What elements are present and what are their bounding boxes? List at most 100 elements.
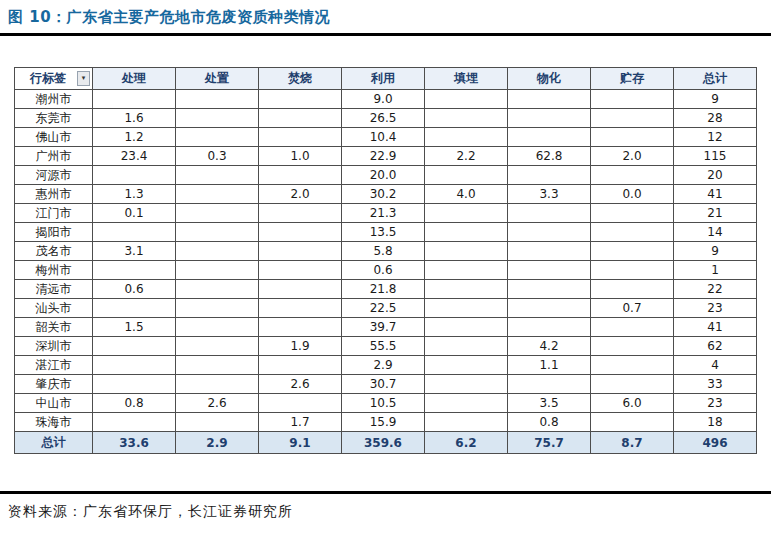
cell: 1.0 — [259, 147, 342, 166]
cell — [425, 223, 508, 242]
cell: 21 — [674, 204, 757, 223]
cell — [425, 337, 508, 356]
cell: 1.3 — [93, 185, 176, 204]
table-row: 深圳市1.955.54.262 — [15, 337, 757, 356]
cell: 0.3 — [176, 147, 259, 166]
table-row: 梅州市0.61 — [15, 261, 757, 280]
row-label: 深圳市 — [15, 337, 93, 356]
cell: 15.9 — [342, 413, 425, 432]
cell: 0.1 — [93, 204, 176, 223]
cell: 1.5 — [93, 318, 176, 337]
table-row: 珠海市1.715.90.818 — [15, 413, 757, 432]
cell: 10.5 — [342, 394, 425, 413]
filter-dropdown-button[interactable]: ▾ — [77, 71, 90, 86]
row-label: 汕头市 — [15, 299, 93, 318]
cell: 30.7 — [342, 375, 425, 394]
cell: 22.5 — [342, 299, 425, 318]
cell: 22 — [674, 280, 757, 299]
cell: 41 — [674, 318, 757, 337]
cell: 2.9 — [342, 356, 425, 375]
cell — [93, 337, 176, 356]
cell: 4.0 — [425, 185, 508, 204]
cell — [176, 318, 259, 337]
row-label: 韶关市 — [15, 318, 93, 337]
table-row: 江门市0.121.321 — [15, 204, 757, 223]
cell — [259, 394, 342, 413]
cell — [259, 90, 342, 109]
cell — [508, 166, 591, 185]
cell — [425, 128, 508, 147]
total-row-label: 总计 — [15, 432, 93, 454]
cell — [176, 299, 259, 318]
table-row: 佛山市1.210.412 — [15, 128, 757, 147]
cell: 0.0 — [591, 185, 674, 204]
row-label: 东莞市 — [15, 109, 93, 128]
cell — [508, 375, 591, 394]
cell: 28 — [674, 109, 757, 128]
cell: 3.5 — [508, 394, 591, 413]
cell: 2.0 — [591, 147, 674, 166]
cell — [425, 356, 508, 375]
row-label: 江门市 — [15, 204, 93, 223]
total-cell: 8.7 — [591, 432, 674, 454]
cell — [591, 109, 674, 128]
cell: 5.8 — [342, 242, 425, 261]
table-row: 湛江市2.91.14 — [15, 356, 757, 375]
cell — [93, 375, 176, 394]
cell — [591, 375, 674, 394]
cell — [508, 109, 591, 128]
cell: 4.2 — [508, 337, 591, 356]
cell — [176, 356, 259, 375]
cell — [508, 318, 591, 337]
cell — [176, 223, 259, 242]
total-cell: 6.2 — [425, 432, 508, 454]
cell — [591, 356, 674, 375]
cell — [259, 299, 342, 318]
cell — [425, 204, 508, 223]
row-label: 珠海市 — [15, 413, 93, 432]
cell — [259, 280, 342, 299]
cell: 20.0 — [342, 166, 425, 185]
pivot-table: 行标签 ▾ 处理处置焚烧利用填埋物化贮存总计 潮州市9.09东莞市1.626.5… — [14, 67, 757, 454]
row-label: 广州市 — [15, 147, 93, 166]
cell — [508, 128, 591, 147]
cell — [259, 166, 342, 185]
cell — [591, 242, 674, 261]
cell — [259, 223, 342, 242]
cell: 0.8 — [93, 394, 176, 413]
cell: 1.2 — [93, 128, 176, 147]
cell — [591, 280, 674, 299]
row-label: 惠州市 — [15, 185, 93, 204]
table-row: 潮州市9.09 — [15, 90, 757, 109]
table-row: 肇庆市2.630.733 — [15, 375, 757, 394]
row-label: 潮州市 — [15, 90, 93, 109]
cell — [591, 337, 674, 356]
cell: 10.4 — [342, 128, 425, 147]
cell: 1.1 — [508, 356, 591, 375]
cell — [176, 375, 259, 394]
row-label-header-text: 行标签 — [19, 70, 77, 87]
table-row: 惠州市1.32.030.24.03.30.041 — [15, 185, 757, 204]
column-header: 处置 — [176, 68, 259, 90]
row-label: 肇庆市 — [15, 375, 93, 394]
cell: 13.5 — [342, 223, 425, 242]
cell — [425, 261, 508, 280]
cell — [508, 280, 591, 299]
cell — [259, 109, 342, 128]
cell: 14 — [674, 223, 757, 242]
row-label: 中山市 — [15, 394, 93, 413]
total-cell: 75.7 — [508, 432, 591, 454]
cell — [93, 90, 176, 109]
cell — [425, 166, 508, 185]
cell: 4 — [674, 356, 757, 375]
cell — [176, 128, 259, 147]
row-label: 河源市 — [15, 166, 93, 185]
chevron-down-icon: ▾ — [82, 75, 86, 82]
cell — [508, 90, 591, 109]
table-row: 河源市20.020 — [15, 166, 757, 185]
column-header: 处理 — [93, 68, 176, 90]
cell: 26.5 — [342, 109, 425, 128]
cell — [425, 280, 508, 299]
column-header: 填埋 — [425, 68, 508, 90]
cell — [176, 109, 259, 128]
